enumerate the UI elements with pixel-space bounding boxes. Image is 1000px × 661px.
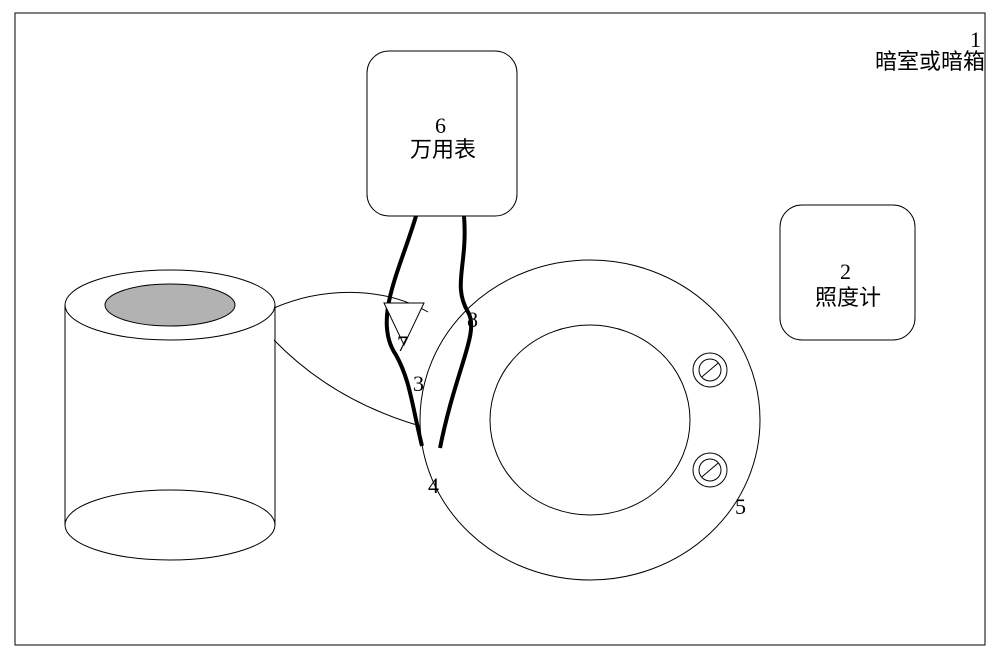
label-7: 7 [397,330,408,359]
luxmeter-label: 照度计 [815,284,881,313]
cylinder [65,270,275,560]
label-8: 8 [467,306,478,335]
label-4: 4 [428,472,439,501]
connector-bottom-edge [274,340,435,430]
luxmeter-number: 2 [840,258,851,287]
diagram-svg [0,0,1000,661]
label-5: 5 [735,493,746,522]
diagram-canvas: 1 暗室或暗箱 6 万用表 2 照度计 3 4 5 7 8 [0,0,1000,661]
multimeter-label: 万用表 [410,136,476,165]
enclosure-label: 暗室或暗箱 [875,48,985,77]
label-3: 3 [413,370,424,399]
